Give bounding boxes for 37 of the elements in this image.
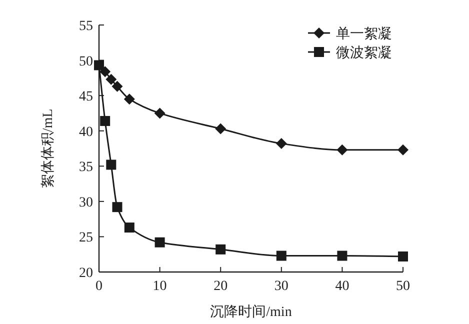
y-tick-label: 30 [79,195,93,210]
point [398,251,408,262]
y-tick-label: 40 [79,124,93,140]
y-tick-label: 20 [79,266,93,281]
point [337,250,348,261]
point [276,250,286,261]
point [106,74,117,85]
point [100,66,111,78]
point [124,94,135,105]
x-axis-title: 沉降时间/min [210,304,292,320]
x-tick-label: 40 [335,279,350,294]
point [398,144,408,156]
point [154,237,165,248]
x-tick-label: 20 [214,279,228,294]
y-axis-title: 絮体体积/mL [40,108,56,188]
point [112,80,123,92]
point [100,116,110,126]
point [215,123,226,134]
point [106,160,116,170]
x-tick-label: 30 [274,279,288,294]
y-tick-label: 55 [79,19,93,34]
x-tick-label: 10 [152,279,167,294]
y-tick-label: 35 [79,160,93,176]
point [154,108,166,119]
x-tick-label: 0 [96,279,102,294]
point [276,138,287,150]
x-tick-label: 50 [396,279,410,294]
point [216,244,226,254]
legend-label: 单一絮凝 [336,26,392,42]
point [336,144,348,156]
y-tick-label: 25 [79,230,93,246]
legend-label: 微波絮凝 [336,45,392,61]
point [94,60,104,70]
y-tick-label: 45 [79,90,93,105]
y-tick-label: 50 [79,54,93,70]
point [124,222,134,233]
point [112,202,122,212]
